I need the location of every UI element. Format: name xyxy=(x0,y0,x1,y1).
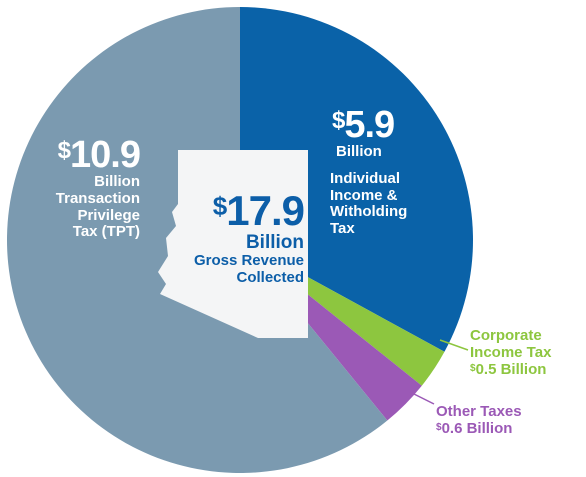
total-currency: $ xyxy=(212,191,228,221)
total-desc-line1: Gross Revenue xyxy=(193,252,304,270)
ind-name-line3: Witholding xyxy=(330,203,408,221)
ind-name-line1: Individual xyxy=(330,169,401,187)
corp-amount: 0.5 xyxy=(475,360,497,378)
other-unit: Billion xyxy=(466,419,513,437)
tpt-unit: Billion xyxy=(94,173,140,190)
tpt-currency: $ xyxy=(57,137,71,164)
other-name-line1: Other Taxes xyxy=(436,403,522,420)
total-desc-line2: Collected xyxy=(236,269,304,287)
corporate-leader-line xyxy=(439,339,469,351)
tpt-name-line2: Privilege xyxy=(77,206,140,224)
tpt-name-line1: Transaction xyxy=(55,189,140,207)
other-amount: 0.6 xyxy=(441,419,463,437)
corp-name-line2: Income Tax xyxy=(470,343,552,361)
tpt-amount: 10.9 xyxy=(70,134,141,176)
corp-unit: Billion xyxy=(500,360,547,378)
tpt-label: $10.9 Billion Transaction Privilege Tax … xyxy=(14,134,141,241)
ind-name-line2: Income & xyxy=(330,186,398,204)
total-unit: Billion xyxy=(245,232,304,253)
ind-name-line4: Tax xyxy=(330,220,355,238)
total-label: $17.9 Billion Gross Revenue Collected xyxy=(158,187,305,287)
individual-income-label: $5.9 Billion Individual Income & Withold… xyxy=(330,106,450,238)
corporate-tax-label: Corporate Income Tax $0.5 Billion xyxy=(470,327,586,378)
corp-currency: $ xyxy=(470,362,476,374)
ind-unit: Billion xyxy=(336,143,382,160)
ind-currency: $ xyxy=(332,107,345,134)
arizona-state-shape xyxy=(158,150,308,338)
other-currency: $ xyxy=(436,421,442,433)
ind-amount: 5.9 xyxy=(344,104,395,146)
other-taxes-label: Other Taxes $0.6 Billion xyxy=(436,403,576,438)
corp-name-line1: Corporate xyxy=(470,327,542,344)
other-leader-line xyxy=(409,391,435,405)
total-amount: 17.9 xyxy=(226,187,305,234)
tpt-name-line3: Tax (TPT) xyxy=(72,223,140,241)
